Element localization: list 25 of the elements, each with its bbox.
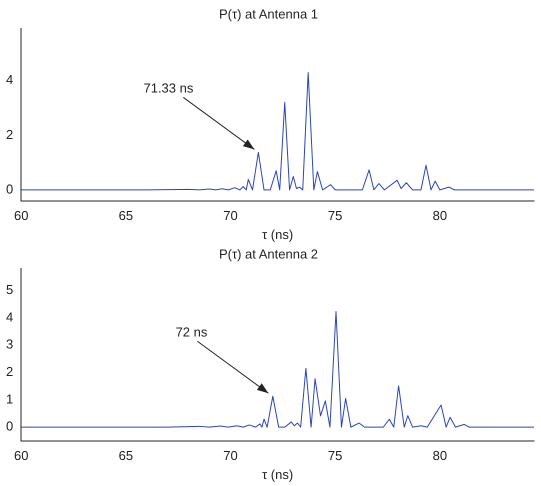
x-tick-label: 70 — [223, 208, 238, 224]
x-axis-title: τ (ns) — [262, 226, 294, 242]
y-tick-label: 1 — [6, 391, 14, 406]
x-tick-label: 65 — [118, 448, 134, 464]
y-tick-label: 4 — [6, 72, 14, 88]
y-tick-label: 0 — [6, 181, 14, 196]
y-tick-label: 0 — [6, 418, 14, 434]
y-tick-label: 5 — [6, 282, 14, 298]
x-axis-title: τ (ns) — [262, 466, 294, 482]
x-tick-label: 60 — [14, 448, 28, 464]
x-tick-label: 80 — [432, 448, 448, 464]
x-tick-label: 65 — [118, 208, 134, 224]
y-tick-label: 4 — [6, 309, 14, 324]
x-tick-label: 60 — [14, 208, 28, 224]
y-tick-label: 2 — [6, 364, 14, 380]
annotation: 72 ns — [176, 324, 208, 340]
chart-title: P(τ) at Antenna 2 — [218, 246, 318, 262]
x-tick-label: 80 — [432, 208, 448, 224]
y-tick-label: 2 — [6, 126, 14, 142]
annotation: 71.33 ns — [143, 80, 194, 96]
x-tick-label: 75 — [328, 448, 342, 464]
x-tick-label: 70 — [223, 448, 238, 464]
x-tick-label: 75 — [328, 208, 342, 224]
y-tick-label: 3 — [6, 336, 14, 352]
chart-title: P(τ) at Antenna 1 — [218, 6, 318, 22]
